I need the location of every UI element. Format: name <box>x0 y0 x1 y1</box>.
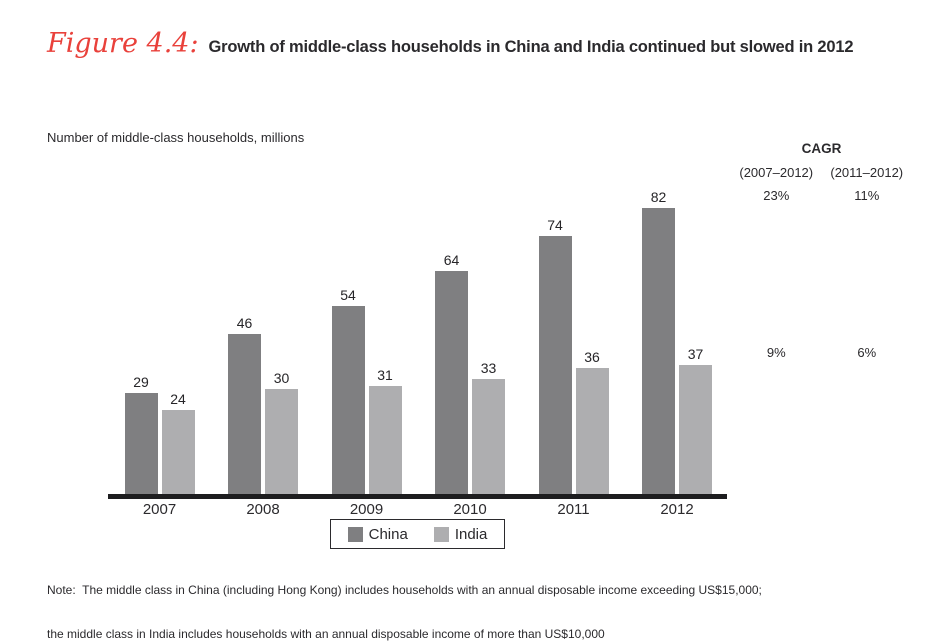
footnote-line-2: the middle class in India includes house… <box>47 626 605 641</box>
year-label-2010: 2010 <box>453 501 487 518</box>
bar-china-2011 <box>538 236 572 494</box>
legend-box: China India <box>330 519 505 549</box>
bar-india-2011 <box>575 368 609 494</box>
bar-china-2012 <box>642 208 675 494</box>
x-axis-line <box>108 494 727 499</box>
bar-value-label-india-2008: 30 <box>273 370 290 386</box>
year-label-2007: 2007 <box>142 501 177 518</box>
bar-value-label-china-2008: 46 <box>236 315 253 331</box>
legend-swatch-china <box>347 526 363 542</box>
bar-china-2009 <box>331 306 365 494</box>
y-axis-caption: Number of middle-class households, milli… <box>47 130 305 145</box>
bar-value-label-india-2007: 24 <box>170 391 186 407</box>
legend-label-india: India <box>454 525 488 543</box>
cagr-india-2007-2012: 9% <box>766 345 786 360</box>
bar-china-2008 <box>228 334 261 494</box>
bar-value-label-india-2010: 33 <box>480 360 497 376</box>
bar-value-label-china-2012: 82 <box>650 189 667 205</box>
figure-title: Growth of middle-class households in Chi… <box>208 38 854 56</box>
year-label-2008: 2008 <box>246 501 280 518</box>
bar-value-label-china-2007: 29 <box>133 374 149 390</box>
cagr-row-india: 9% 6% <box>731 345 912 360</box>
bar-chart-plot-area: 29 24 46 30 54 31 64 33 74 36 82 37 <box>108 174 727 494</box>
bar-value-label-china-2010: 64 <box>443 252 460 268</box>
x-axis-tick-labels: 2007 2008 2009 2010 2011 2012 <box>108 501 727 519</box>
bar-india-2008 <box>265 389 298 494</box>
bar-china-2010 <box>435 271 468 494</box>
cagr-row-china: 23% 11% <box>731 188 912 203</box>
cagr-column-headers: (2007–2012) (2011–2012) <box>731 165 912 180</box>
legend-item-china: China <box>347 525 408 543</box>
figure-header: Figure 4.4: Growth of middle-class house… <box>47 28 854 59</box>
bar-value-label-india-2009: 31 <box>377 367 393 383</box>
cagr-col-header-2: (2011–2012) <box>830 165 904 180</box>
cagr-china-2011-2012: 11% <box>854 188 880 203</box>
figure-number-label: Figure 4.4: <box>47 28 199 59</box>
cagr-header: CAGR <box>801 141 842 156</box>
bar-value-label-india-2011: 36 <box>584 349 600 365</box>
legend-swatch-india <box>433 526 449 542</box>
legend-label-china: China <box>368 525 408 543</box>
bar-value-label-china-2011: 74 <box>547 217 563 233</box>
footnote-block: Note: The middle class in China (includi… <box>47 554 762 643</box>
cagr-india-2011-2012: 6% <box>857 345 877 360</box>
bar-india-2012 <box>679 365 712 494</box>
year-label-2011: 2011 <box>557 501 590 518</box>
bar-value-label-china-2009: 54 <box>340 287 356 303</box>
bar-india-2007 <box>161 410 195 494</box>
bar-india-2009 <box>368 386 402 494</box>
bar-china-2007 <box>124 393 158 494</box>
cagr-col-header-1: (2007–2012) <box>739 165 814 180</box>
cagr-china-2007-2012: 23% <box>763 188 790 203</box>
legend-item-india: India <box>433 525 488 543</box>
year-label-2009: 2009 <box>349 501 384 518</box>
year-label-2012: 2012 <box>660 501 694 518</box>
bar-india-2010 <box>472 379 505 494</box>
bar-value-label-india-2012: 37 <box>687 346 704 362</box>
footnote-line-1: Note: The middle class in China (includi… <box>47 583 762 597</box>
